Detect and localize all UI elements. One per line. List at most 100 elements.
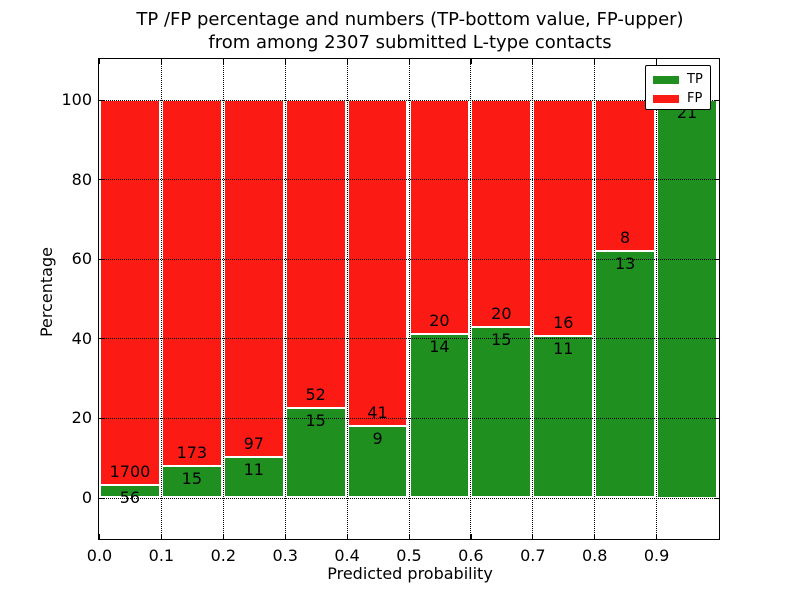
bar-segment-fp (595, 99, 656, 252)
chart-title: TP /FP percentage and numbers (TP-bottom… (100, 8, 720, 54)
bar-segment-tp (657, 99, 717, 498)
legend-item: FP (653, 90, 710, 107)
gridline-vertical (594, 59, 596, 539)
value-label-tp: 13 (614, 254, 636, 274)
bar-segment-tp (409, 333, 470, 498)
gridline-vertical (470, 59, 472, 539)
bar-segment-tp (223, 456, 284, 498)
value-label-fp: 8 (620, 228, 631, 248)
y-tick-mark (714, 99, 719, 101)
bar-segment-fp (347, 99, 408, 426)
legend: TP FP (645, 65, 711, 110)
gridline-vertical (408, 59, 410, 539)
x-tick-mark (284, 59, 286, 64)
gridline-vertical (656, 59, 658, 539)
x-tick-mark (408, 534, 410, 539)
x-tick-label: 0.7 (520, 546, 546, 565)
value-label-tp: 14 (429, 336, 450, 356)
legend-item: TP (653, 71, 710, 88)
gridline-vertical (222, 59, 224, 539)
value-label-fp: 52 (305, 385, 326, 405)
legend-swatch-tp (653, 75, 679, 84)
bar-segment-tp (161, 465, 222, 498)
value-label-tp: 15 (181, 468, 203, 488)
value-label-fp: 20 (429, 310, 450, 330)
y-tick-label: 60 (71, 249, 92, 269)
x-tick-label: 0.8 (581, 546, 608, 565)
legend-label: TP (687, 72, 703, 87)
value-label-fp: 1700 (109, 461, 151, 481)
x-tick-mark (222, 59, 224, 64)
value-label-tp: 56 (119, 487, 141, 507)
x-tick-mark (532, 534, 534, 539)
y-tick-mark (99, 338, 104, 340)
bar-segment-fp (161, 99, 222, 466)
x-tick-label: 0.9 (643, 546, 670, 565)
chart-title-line1: TP /FP percentage and numbers (TP-bottom… (136, 9, 684, 30)
x-tick-mark (99, 534, 101, 539)
value-label-fp: 41 (367, 402, 388, 422)
value-label-tp: 11 (553, 338, 574, 358)
x-tick-mark (99, 59, 101, 64)
x-tick-mark (160, 534, 163, 539)
plot-area: TP FP 1700 56 173 15 97 11 52 15 41 9 20 14 20 15 16 11 8… (98, 58, 720, 540)
value-label-tp: 15 (305, 411, 326, 431)
y-tick-label: 80 (71, 169, 92, 189)
x-tick-mark (594, 59, 596, 64)
x-tick-mark (346, 534, 348, 539)
x-tick-label: 0.6 (458, 546, 484, 565)
y-tick-mark (714, 417, 719, 420)
y-tick-mark (99, 179, 104, 181)
y-tick-mark (714, 497, 719, 499)
y-tick-label: 100 (61, 90, 92, 109)
legend-swatch-fp (653, 94, 679, 103)
bar-segment-fp (100, 99, 160, 485)
x-tick-mark (346, 59, 348, 64)
bar-segment-fp (409, 99, 470, 334)
y-tick-mark (714, 179, 719, 181)
value-label-tp: 11 (243, 459, 264, 479)
bar-segment-tp (471, 326, 532, 498)
gridline-vertical (346, 59, 348, 539)
bar-segment-fp (223, 99, 284, 457)
value-label-fp: 16 (553, 312, 574, 332)
chart-title-line2: from among 2307 submitted L-type contact… (208, 32, 612, 53)
y-axis-label: Percentage (37, 247, 56, 338)
value-label-fp: 173 (176, 442, 208, 462)
y-tick-mark (99, 258, 104, 260)
x-axis-label: Predicted probability (327, 564, 493, 583)
y-tick-label: 0 (81, 488, 92, 507)
x-tick-mark (160, 59, 163, 64)
x-tick-mark (408, 59, 410, 64)
x-tick-label: 0.5 (396, 546, 422, 565)
bar-segment-tp (100, 484, 160, 498)
bar-segment-fp (533, 99, 594, 336)
value-label-tp: 15 (491, 329, 512, 349)
x-tick-mark (656, 59, 658, 64)
bar-segment-fp (285, 99, 346, 409)
x-tick-mark (470, 59, 472, 64)
gridline-vertical (532, 59, 534, 539)
y-tick-mark (714, 338, 719, 340)
x-tick-mark (594, 534, 596, 539)
y-tick-mark (99, 497, 104, 499)
y-tick-label: 20 (71, 408, 92, 428)
y-tick-mark (99, 99, 104, 101)
y-tick-mark (714, 258, 719, 260)
x-tick-label: 0.0 (86, 546, 113, 565)
x-tick-label: 0.1 (148, 546, 175, 565)
value-label-tp: 9 (372, 428, 383, 448)
x-tick-mark (656, 534, 658, 539)
x-tick-label: 0.3 (272, 546, 298, 565)
y-tick-mark (99, 417, 104, 420)
value-label-fp: 20 (491, 303, 512, 323)
x-tick-label: 0.4 (334, 546, 360, 565)
bar-segment-tp (595, 251, 656, 498)
x-tick-mark (284, 534, 286, 539)
bar-segment-tp (347, 425, 408, 498)
x-tick-label: 0.2 (210, 546, 237, 565)
gridline-vertical (160, 59, 162, 539)
y-tick-label: 40 (71, 328, 92, 348)
value-label-fp: 97 (243, 433, 264, 453)
